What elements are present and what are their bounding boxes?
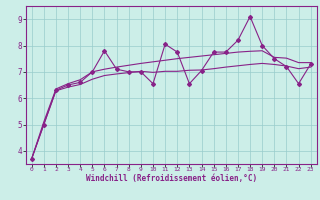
X-axis label: Windchill (Refroidissement éolien,°C): Windchill (Refroidissement éolien,°C)	[86, 174, 257, 183]
